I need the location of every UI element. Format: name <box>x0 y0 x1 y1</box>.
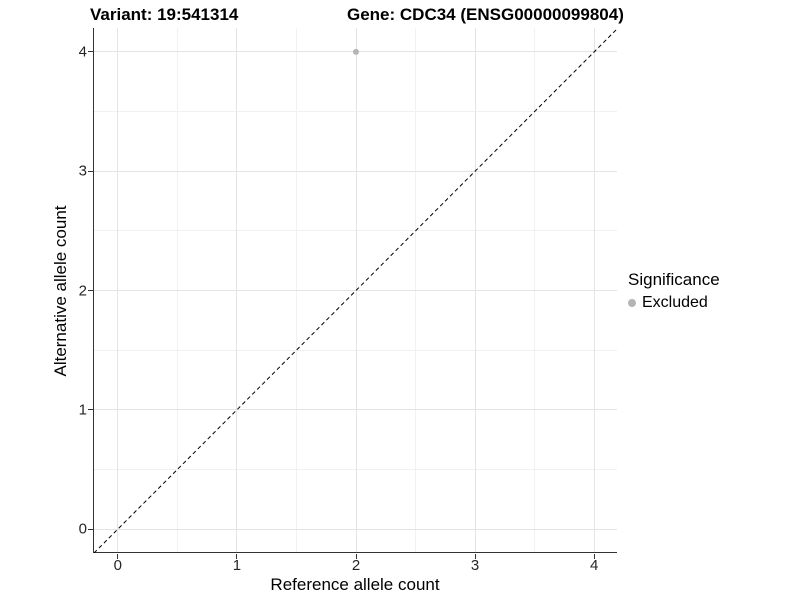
y-axis-tick <box>88 409 93 411</box>
plot-title-gene: Gene: CDC34 (ENSG00000099804) <box>347 5 624 24</box>
legend-point-icon <box>628 299 636 307</box>
legend-items: Excluded <box>628 294 720 312</box>
x-tick-label: 2 <box>351 557 361 574</box>
legend-item: Excluded <box>628 294 720 312</box>
gridline-major-horizontal <box>94 409 617 411</box>
x-axis-tick <box>117 554 119 559</box>
legend-title: Significance <box>628 270 720 289</box>
x-tick-label: 3 <box>470 557 480 574</box>
y-axis-tick <box>88 528 93 530</box>
y-axis-tick <box>88 170 93 172</box>
x-tick-label: 0 <box>113 557 122 574</box>
y-tick-label: 4 <box>78 43 87 61</box>
identity-dashed-line <box>94 28 618 553</box>
x-axis-title: Reference allele count <box>270 575 440 594</box>
gridline-major-horizontal <box>94 290 617 291</box>
legend: Significance Excluded <box>628 270 720 312</box>
gridline-major-horizontal <box>94 528 617 530</box>
plot-canvas <box>94 28 618 553</box>
gridline-major-horizontal <box>94 170 617 172</box>
plot-panel <box>93 28 618 553</box>
y-tick-label: 1 <box>78 401 87 419</box>
y-axis-tick <box>88 51 93 53</box>
plot-title-variant: Variant: 19:541314 <box>90 5 239 24</box>
data-point <box>353 48 359 55</box>
y-tick-label: 2 <box>78 282 87 299</box>
y-axis-tick <box>88 290 93 291</box>
y-tick-label: 3 <box>78 162 87 180</box>
y-tick-label: 0 <box>78 520 87 538</box>
legend-item-label: Excluded <box>642 294 708 311</box>
x-tick-label: 4 <box>590 557 599 574</box>
y-axis-title: Alternative allele count <box>51 204 70 377</box>
x-tick-label: 1 <box>232 557 242 574</box>
x-axis-tick <box>593 554 595 559</box>
x-axis-tick <box>236 554 238 559</box>
x-axis-tick <box>474 554 476 559</box>
x-axis-tick <box>355 554 357 559</box>
